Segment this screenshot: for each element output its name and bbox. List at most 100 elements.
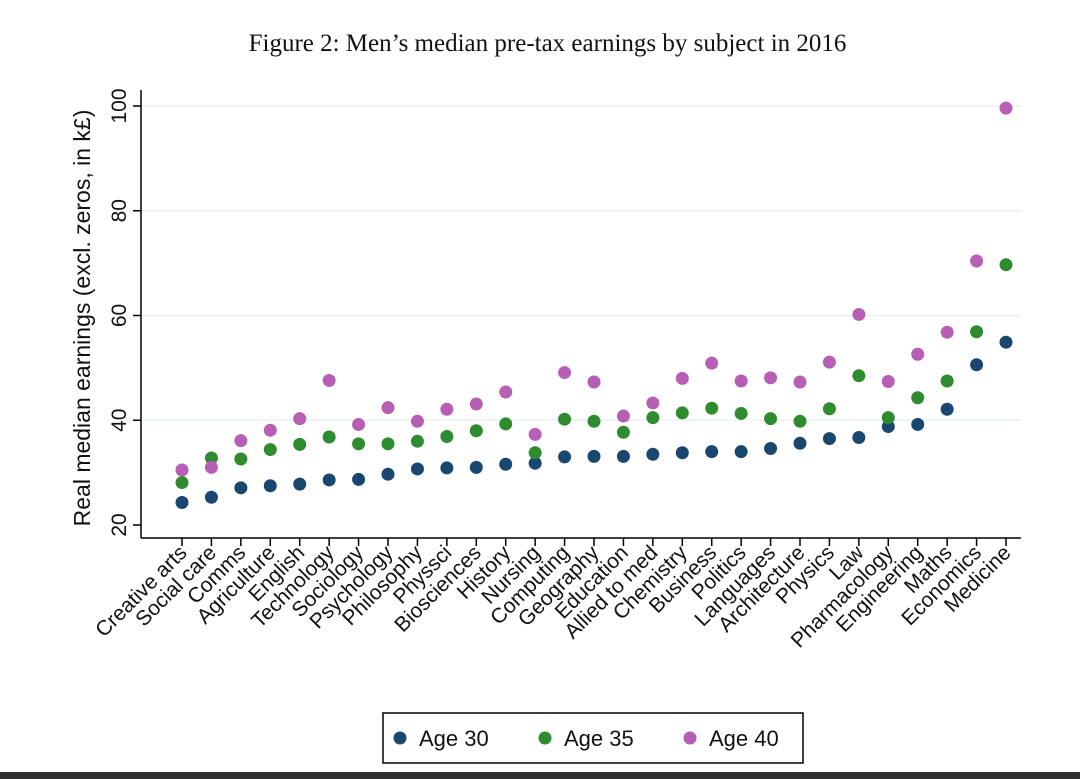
data-point-age-40 [352, 417, 366, 431]
data-point-age-40 [293, 412, 307, 426]
data-point-age-30 [381, 467, 395, 481]
data-point-age-35 [940, 374, 954, 388]
data-point-age-40 [381, 401, 395, 415]
legend-label: Age 40 [709, 726, 779, 751]
legend-marker [538, 731, 552, 745]
data-point-age-30 [793, 436, 807, 450]
data-point-age-30 [469, 460, 483, 474]
data-point-age-40 [881, 374, 895, 388]
y-tick-label: 20 [108, 513, 131, 536]
data-point-age-35 [381, 437, 395, 451]
y-tick-label: 60 [108, 304, 131, 327]
data-point-age-30 [616, 449, 630, 463]
y-tick-label: 80 [108, 199, 131, 222]
data-point-age-35 [440, 429, 454, 443]
data-point-age-40 [322, 373, 336, 387]
data-point-age-40 [940, 325, 954, 339]
data-point-age-40 [499, 385, 513, 399]
data-point-age-30 [646, 447, 660, 461]
data-point-age-35 [204, 451, 218, 465]
data-point-age-30 [175, 495, 189, 509]
data-point-age-40 [793, 375, 807, 389]
data-point-age-30 [587, 449, 601, 463]
data-point-age-35 [852, 369, 866, 383]
data-point-age-30 [999, 335, 1013, 349]
data-point-age-35 [558, 412, 572, 426]
legend-marker [393, 731, 407, 745]
data-point-age-35 [646, 411, 660, 425]
data-point-age-30 [822, 432, 836, 446]
data-point-age-30 [263, 479, 277, 493]
data-point-age-35 [469, 424, 483, 438]
data-point-age-40 [558, 366, 572, 380]
y-tick-label: 40 [108, 409, 131, 432]
data-point-age-40 [911, 347, 925, 361]
legend-label: Age 35 [564, 726, 634, 751]
data-point-age-40 [764, 371, 778, 385]
y-axis-label: Real median earnings (excl. zeros, in k£… [69, 110, 95, 527]
data-point-age-30 [852, 431, 866, 445]
legend-marker [683, 731, 697, 745]
data-point-age-30 [764, 442, 778, 456]
data-point-age-40 [204, 460, 218, 474]
data-point-age-40 [646, 396, 660, 410]
data-point-age-40 [410, 414, 424, 428]
data-point-age-40 [528, 427, 542, 441]
data-point-age-35 [999, 258, 1013, 272]
data-point-age-35 [175, 476, 189, 490]
y-tick-label: 100 [108, 88, 131, 123]
data-point-age-30 [322, 473, 336, 487]
data-point-age-40 [852, 307, 866, 321]
data-point-age-40 [734, 374, 748, 388]
data-point-age-35 [499, 417, 513, 431]
data-point-age-40 [616, 409, 630, 423]
data-point-age-35 [675, 406, 689, 420]
data-point-age-35 [705, 401, 719, 415]
data-point-age-30 [911, 417, 925, 431]
data-point-age-40 [263, 423, 277, 437]
data-point-age-35 [528, 446, 542, 460]
window-bottom-bar [0, 772, 1080, 779]
data-point-age-35 [587, 414, 601, 428]
data-point-age-35 [322, 430, 336, 444]
data-point-age-35 [822, 402, 836, 416]
data-point-age-30 [440, 461, 454, 475]
data-point-age-40 [705, 356, 719, 370]
chart-title: Figure 2: Men’s median pre-tax earnings … [248, 30, 847, 57]
data-point-age-35 [881, 411, 895, 425]
data-point-age-30 [940, 402, 954, 416]
data-point-age-40 [469, 397, 483, 411]
data-point-age-30 [970, 358, 984, 372]
data-point-age-35 [734, 406, 748, 420]
legend-box [382, 712, 804, 764]
data-point-age-30 [410, 462, 424, 476]
data-point-age-40 [587, 375, 601, 389]
data-point-age-30 [499, 457, 513, 471]
data-point-age-35 [293, 437, 307, 451]
data-point-age-35 [764, 412, 778, 426]
data-point-age-30 [204, 490, 218, 504]
data-point-age-40 [175, 463, 189, 477]
data-point-age-30 [352, 472, 366, 486]
data-point-age-40 [970, 254, 984, 268]
data-point-age-30 [705, 445, 719, 459]
data-point-age-35 [911, 391, 925, 405]
data-point-age-40 [822, 355, 836, 369]
data-point-age-40 [675, 371, 689, 385]
data-point-age-35 [410, 434, 424, 448]
data-point-age-30 [558, 450, 572, 464]
data-point-age-35 [970, 325, 984, 339]
data-point-age-35 [616, 425, 630, 439]
data-point-age-30 [734, 445, 748, 459]
data-point-age-35 [234, 452, 248, 466]
data-point-age-40 [999, 101, 1013, 115]
data-point-age-35 [793, 414, 807, 428]
data-point-age-35 [352, 437, 366, 451]
legend-label: Age 30 [419, 726, 489, 751]
data-point-age-30 [528, 456, 542, 470]
data-point-age-30 [234, 481, 248, 495]
data-point-age-40 [440, 402, 454, 416]
data-point-age-30 [293, 477, 307, 491]
